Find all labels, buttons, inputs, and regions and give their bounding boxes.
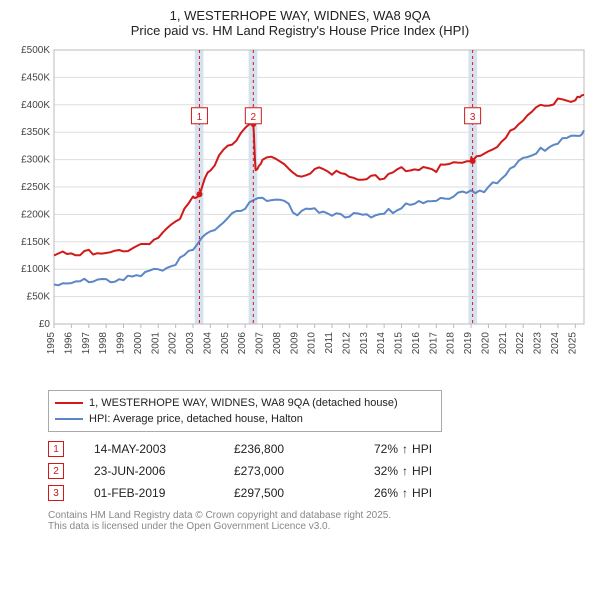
x-tick-label: 2025	[567, 332, 578, 355]
sales-marker: 3	[48, 485, 64, 501]
y-tick-label: £50K	[27, 292, 51, 303]
x-tick-label: 2023	[533, 332, 544, 355]
y-tick-label: £100K	[21, 264, 50, 275]
y-tick-label: £400K	[21, 100, 50, 111]
sales-row: 1 14-MAY-2003£236,80072% ↑ HPI	[48, 438, 590, 460]
legend: 1, WESTERHOPE WAY, WIDNES, WA8 9QA (deta…	[48, 390, 442, 432]
sales-delta: 72% ↑ HPI	[374, 442, 432, 456]
x-tick-label: 2015	[394, 332, 405, 355]
sales-date: 14-MAY-2003	[94, 442, 234, 456]
sale-marker-number: 3	[470, 112, 476, 123]
sales-row: 3 01-FEB-2019£297,50026% ↑ HPI	[48, 482, 590, 504]
x-tick-label: 1998	[98, 332, 109, 355]
legend-row: HPI: Average price, detached house, Halt…	[55, 411, 435, 427]
x-tick-label: 1995	[46, 332, 57, 355]
y-tick-label: £300K	[21, 155, 50, 166]
x-tick-label: 2002	[168, 332, 179, 355]
y-tick-label: £0	[39, 319, 51, 330]
x-tick-label: 2006	[237, 332, 248, 355]
x-tick-label: 2005	[220, 332, 231, 355]
x-tick-label: 2017	[428, 332, 439, 355]
up-arrow-icon: ↑	[402, 464, 408, 478]
x-tick-label: 2011	[324, 332, 335, 354]
footer-line2: This data is licensed under the Open Gov…	[48, 521, 590, 532]
y-tick-label: £350K	[21, 127, 50, 138]
x-tick-label: 2024	[550, 332, 561, 355]
footer-attribution: Contains HM Land Registry data © Crown c…	[48, 510, 590, 532]
x-tick-label: 2000	[133, 332, 144, 355]
x-tick-label: 2004	[202, 332, 213, 355]
x-tick-label: 1996	[63, 332, 74, 355]
sales-row: 2 23-JUN-2006£273,00032% ↑ HPI	[48, 460, 590, 482]
x-tick-label: 2010	[307, 332, 318, 355]
sales-delta-pct: 32%	[374, 464, 398, 478]
up-arrow-icon: ↑	[402, 442, 408, 456]
y-tick-label: £450K	[21, 72, 50, 83]
x-tick-label: 2007	[255, 332, 266, 355]
x-tick-label: 2022	[515, 332, 526, 355]
chart-title-line2: Price paid vs. HM Land Registry's House …	[10, 23, 590, 38]
sales-delta: 32% ↑ HPI	[374, 464, 432, 478]
x-tick-label: 2003	[185, 332, 196, 355]
price-chart: £0 £50K £100K £150K £200K £250K £300K £350K £400…	[10, 44, 590, 384]
sales-date: 01-FEB-2019	[94, 486, 234, 500]
x-tick-label: 2013	[359, 332, 370, 355]
sale-marker-number: 1	[197, 112, 203, 123]
x-tick-label: 2020	[480, 332, 491, 355]
x-tick-label: 1997	[81, 332, 92, 355]
x-tick-label: 2016	[411, 332, 422, 355]
sales-price: £273,000	[234, 464, 374, 478]
sale-marker-point	[196, 191, 202, 197]
y-tick-label: £150K	[21, 237, 50, 248]
legend-swatch	[55, 402, 83, 404]
sales-marker: 1	[48, 441, 64, 457]
x-tick-label: 2019	[463, 332, 474, 355]
sales-delta-hpi: HPI	[412, 464, 432, 478]
legend-swatch	[55, 418, 83, 420]
legend-label: 1, WESTERHOPE WAY, WIDNES, WA8 9QA (deta…	[89, 397, 398, 409]
y-tick-label: £200K	[21, 209, 50, 220]
sales-delta-hpi: HPI	[412, 486, 432, 500]
x-tick-label: 2008	[272, 332, 283, 355]
sales-price: £236,800	[234, 442, 374, 456]
sales-delta-pct: 26%	[374, 486, 398, 500]
sales-delta-hpi: HPI	[412, 442, 432, 456]
sale-marker-point	[470, 158, 476, 164]
legend-label: HPI: Average price, detached house, Halt…	[89, 413, 303, 425]
chart-title-line1: 1, WESTERHOPE WAY, WIDNES, WA8 9QA	[10, 8, 590, 23]
x-tick-label: 2009	[289, 332, 300, 355]
sales-marker: 2	[48, 463, 64, 479]
sales-delta-pct: 72%	[374, 442, 398, 456]
x-tick-label: 1999	[116, 332, 127, 355]
up-arrow-icon: ↑	[402, 486, 408, 500]
sales-table: 1 14-MAY-2003£236,80072% ↑ HPI 2 23-JUN-2006£…	[48, 438, 590, 504]
x-tick-label: 2014	[376, 332, 387, 355]
y-tick-label: £250K	[21, 182, 50, 193]
sales-delta: 26% ↑ HPI	[374, 486, 432, 500]
x-tick-label: 2021	[498, 332, 509, 355]
sale-marker-number: 2	[251, 112, 257, 123]
x-tick-label: 2012	[341, 332, 352, 355]
x-tick-label: 2018	[446, 332, 457, 355]
y-tick-label: £500K	[21, 45, 50, 56]
sales-date: 23-JUN-2006	[94, 464, 234, 478]
sales-price: £297,500	[234, 486, 374, 500]
footer-line1: Contains HM Land Registry data © Crown c…	[48, 510, 590, 521]
x-tick-label: 2001	[150, 332, 161, 355]
legend-row: 1, WESTERHOPE WAY, WIDNES, WA8 9QA (deta…	[55, 395, 435, 411]
